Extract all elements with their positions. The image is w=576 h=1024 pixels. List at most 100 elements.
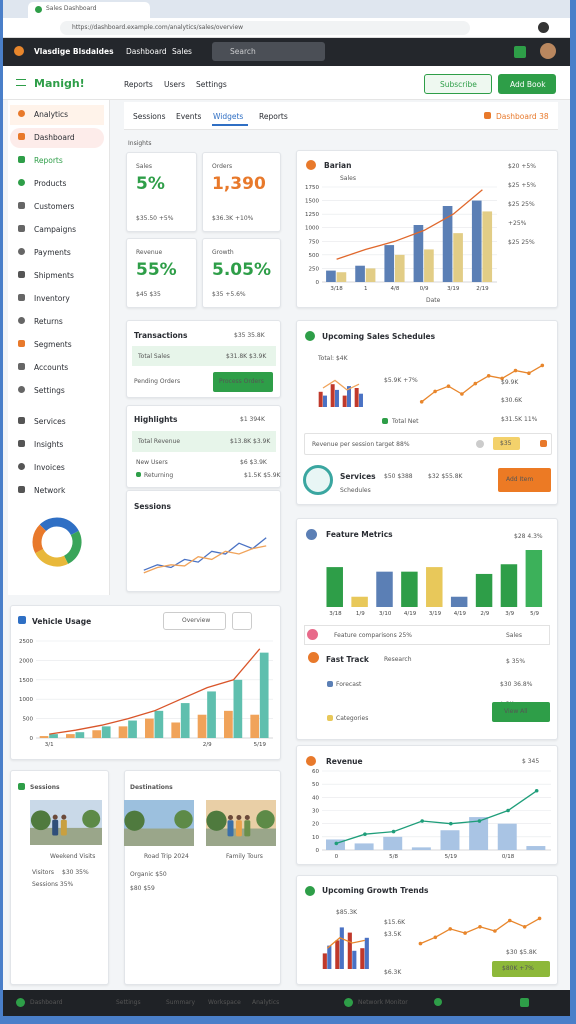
bar — [49, 734, 58, 738]
icon-button[interactable] — [232, 612, 252, 630]
y-tick-label: 500 — [309, 253, 320, 259]
amount2: $32 $55.8K — [428, 473, 463, 480]
tab[interactable]: Sales Dashboard — [46, 5, 97, 12]
url[interactable]: https://dashboard.example.com/analytics/… — [72, 24, 244, 31]
items[interactable]: Services — [34, 417, 66, 426]
y-tick-label: 250 — [309, 266, 320, 272]
search[interactable]: Search — [230, 47, 256, 56]
title: Revenue — [326, 757, 363, 766]
items[interactable]: Network — [34, 486, 66, 495]
address-bar[interactable] — [60, 21, 470, 35]
items[interactable]: Shipments — [34, 271, 74, 280]
research: Research — [384, 656, 412, 663]
y-tick-label: 20 — [312, 822, 319, 828]
title: Upcoming Growth Trends — [322, 886, 429, 895]
nav[interactable]: Settings — [196, 80, 227, 89]
ground — [30, 827, 102, 845]
pill[interactable] — [163, 612, 226, 630]
items[interactable]: Reports — [259, 112, 288, 121]
taskbar[interactable]: Dashboard — [30, 999, 63, 1006]
bar — [118, 726, 128, 738]
items[interactable]: Sessions — [133, 112, 166, 121]
bar — [500, 564, 518, 607]
labels: $31.5K 11% — [501, 416, 538, 423]
items[interactable]: Analytics — [34, 110, 69, 119]
search-box[interactable] — [212, 42, 325, 61]
menu[interactable]: Sales — [172, 47, 192, 56]
taskbar[interactable]: Analytics — [252, 999, 280, 1006]
button[interactable]: Add Item — [506, 476, 534, 483]
button[interactable] — [492, 961, 550, 977]
donut-segment — [39, 517, 79, 536]
bar — [469, 817, 489, 850]
items[interactable]: Invoices — [34, 463, 65, 472]
taskbar[interactable]: Settings — [116, 999, 141, 1006]
row2-value: $6 $3.9K — [240, 459, 267, 466]
total: $35 35.8K — [234, 332, 265, 339]
button[interactable] — [492, 702, 550, 722]
items[interactable]: Reports — [34, 156, 63, 165]
x-label: Date — [426, 297, 441, 304]
add[interactable]: Add Book — [510, 80, 546, 89]
service: Services — [340, 472, 376, 481]
y-tick-label: 1750 — [305, 185, 319, 191]
title: Sessions — [30, 784, 60, 791]
taskbar[interactable]: Summary — [166, 999, 195, 1006]
ground — [206, 828, 276, 846]
menu-icon[interactable] — [16, 79, 26, 86]
items[interactable]: Inventory — [34, 294, 70, 303]
button[interactable] — [498, 74, 556, 94]
button[interactable]: Process Orders — [219, 378, 264, 385]
menu[interactable]: Dashboard — [126, 47, 167, 56]
items[interactable]: Products — [34, 179, 67, 188]
bar — [66, 734, 75, 738]
chart — [143, 537, 267, 574]
x-tick-label: 3/9 — [505, 611, 514, 617]
nav[interactable]: Reports — [124, 80, 153, 89]
bar — [327, 945, 332, 969]
kpi-card — [126, 152, 197, 232]
taskbar[interactable]: Network Monitor — [358, 999, 408, 1006]
labels: $5.9K +7% — [384, 377, 418, 384]
labels: Total Net — [392, 418, 419, 425]
nav[interactable]: Users — [164, 80, 186, 89]
x-tick-label: 3/18 — [329, 611, 342, 617]
button[interactable] — [498, 468, 551, 492]
items[interactable]: Dashboard — [34, 133, 75, 142]
items[interactable]: Customers — [34, 202, 75, 211]
button[interactable]: View All — [504, 708, 528, 715]
button[interactable]: $80K +7% — [502, 965, 534, 972]
person — [244, 814, 250, 820]
labels: $30.6K — [501, 397, 523, 404]
tab[interactable] — [28, 2, 150, 18]
items[interactable]: Segments — [34, 340, 72, 349]
items[interactable]: Returns — [34, 317, 63, 326]
items[interactable]: Events — [176, 112, 202, 121]
badge[interactable]: Dashboard 38 — [496, 112, 549, 121]
icon — [136, 472, 141, 477]
notes: $25 +5% — [508, 182, 536, 189]
icon — [18, 386, 25, 393]
point — [418, 941, 423, 946]
items[interactable]: Accounts — [34, 363, 69, 372]
pill[interactable]: Overview — [182, 617, 211, 624]
person — [235, 820, 242, 837]
button[interactable] — [424, 74, 492, 94]
bar — [526, 846, 546, 850]
title: Transactions — [134, 331, 188, 340]
bar — [259, 652, 269, 738]
caption: Weekend Visits — [50, 853, 96, 860]
donut-segment — [63, 530, 82, 564]
taskbar[interactable]: Workspace — [208, 999, 241, 1006]
items[interactable]: Campaigns — [34, 225, 77, 234]
subscribe[interactable]: Subscribe — [440, 80, 477, 89]
button[interactable] — [213, 372, 273, 392]
x-tick-label: 4/19 — [404, 611, 417, 617]
items[interactable]: Insights — [34, 440, 64, 449]
icon — [18, 248, 25, 255]
items[interactable]: Settings — [34, 386, 65, 395]
items[interactable]: Payments — [34, 248, 71, 257]
items[interactable]: Widgets — [213, 112, 244, 121]
title: Destinations — [130, 784, 173, 791]
y-tick-label: 10 — [312, 835, 319, 841]
